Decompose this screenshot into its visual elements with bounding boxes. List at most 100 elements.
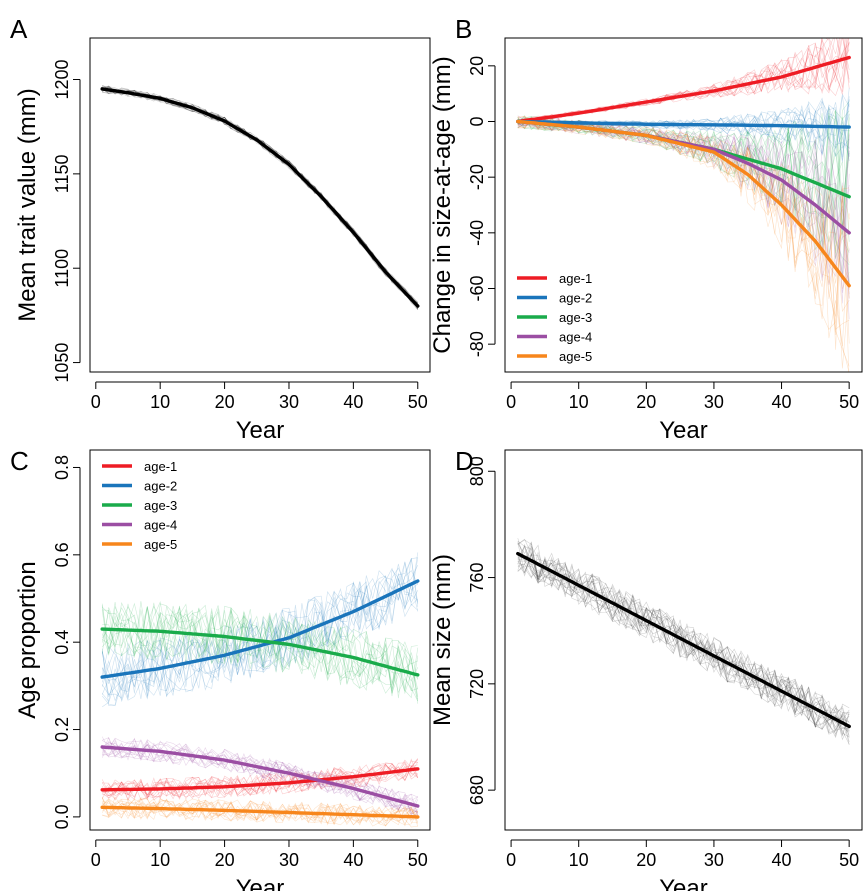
replicate-trajectory <box>517 117 850 367</box>
y-tick-label: 1050 <box>52 343 72 383</box>
replicate-trajectory <box>101 561 419 696</box>
x-tick-label: 20 <box>215 850 235 870</box>
replicate-trajectory <box>517 562 850 729</box>
replicate-trajectory <box>102 87 419 309</box>
replicate-trajectory <box>101 575 419 698</box>
chart-panel-d: 0 10 20 30 40 50 Year 680 720 760 800 Mean size (mm… <box>429 446 863 891</box>
replicate-trajectory <box>101 739 419 814</box>
replicate-trajectory <box>102 759 419 801</box>
x-tick-label: 30 <box>704 850 724 870</box>
plot-frame <box>504 37 863 373</box>
replicate-trajectory <box>101 605 419 701</box>
y-axis: 680 720 760 800 Mean size (mm) <box>429 456 496 805</box>
series-line-age-2 <box>516 119 851 129</box>
y-tick-label: 1100 <box>52 249 72 288</box>
replicate-trajectory <box>101 602 418 697</box>
y-tick-label: 1200 <box>52 59 72 99</box>
replicate-trajectory <box>517 558 850 736</box>
series-line-mean <box>516 551 851 729</box>
x-tick-label: 30 <box>704 392 724 412</box>
replicate-trajectory <box>101 606 418 692</box>
legend: age-1 age-2 age-3 age-4 age-5 <box>102 459 177 552</box>
x-tick-label: 30 <box>279 392 299 412</box>
replicate-trajectory <box>102 799 419 826</box>
replicate-trajectory <box>517 38 850 122</box>
x-tick-label: 20 <box>215 392 235 412</box>
replicate-trajectory <box>517 119 850 306</box>
x-tick-label: 10 <box>569 392 589 412</box>
x-axis-label: Year <box>236 875 285 891</box>
replicate-trajectory <box>102 87 418 304</box>
panel-letter: C <box>10 446 29 476</box>
x-axis: 0 10 20 30 40 50 Year <box>506 839 859 891</box>
panel-letter: A <box>10 14 28 44</box>
series-line-age-5 <box>100 805 420 819</box>
replicate-trajectory <box>517 42 850 125</box>
plot-frame <box>89 37 431 373</box>
replicate-trajectory <box>102 798 418 826</box>
y-tick-label: 800 <box>467 456 487 486</box>
replicate-trajectory <box>517 541 850 737</box>
plot-area <box>516 38 851 372</box>
replicate-trajectory <box>517 118 850 284</box>
x-tick-label: 10 <box>150 392 170 412</box>
x-tick-label: 0 <box>91 392 101 412</box>
y-tick-label: 0.8 <box>52 455 72 480</box>
replicate-trajectory <box>101 605 419 704</box>
y-axis-label: Mean size (mm) <box>429 554 456 726</box>
plot-area <box>100 84 420 310</box>
replicate-trajectory <box>517 38 847 123</box>
replicate-trajectory <box>102 89 419 309</box>
replicate-trajectory <box>517 538 850 732</box>
replicate-trajectory <box>517 552 850 733</box>
replicate-trajectory <box>102 84 419 310</box>
x-axis-label: Year <box>659 417 708 444</box>
replicate-trajectory <box>101 567 419 697</box>
y-axis-label: Change in size-at-age (mm) <box>429 56 456 353</box>
replicate-trajectory <box>102 760 418 799</box>
legend-label-age-3: age-3 <box>559 310 592 325</box>
x-tick-label: 0 <box>506 850 516 870</box>
y-tick-label: -40 <box>467 220 487 246</box>
replicate-trajectory <box>102 86 419 310</box>
replicate-trajectory <box>517 43 850 123</box>
y-tick-label: 0.6 <box>52 542 72 567</box>
x-tick-label: 50 <box>839 850 859 870</box>
replicate-trajectory <box>102 737 419 810</box>
replicate-trajectory <box>102 85 418 303</box>
x-tick-label: 40 <box>343 850 363 870</box>
replicate-trajectory <box>102 85 419 308</box>
x-tick-label: 20 <box>636 850 656 870</box>
panel-letter: D <box>455 446 474 476</box>
legend: age-1 age-2 age-3 age-4 age-5 <box>517 271 592 364</box>
replicate-trajectory <box>517 118 850 283</box>
replicate-trajectory <box>102 86 419 310</box>
replicate-trajectory <box>101 558 419 702</box>
replicate-trajectory <box>517 116 850 350</box>
series-line-mean <box>100 87 420 308</box>
legend-label-age-1: age-1 <box>144 459 177 474</box>
plot-frame <box>89 449 431 831</box>
legend-label-age-4: age-4 <box>144 518 177 533</box>
replicate-trajectory <box>517 545 850 722</box>
replicate-trajectory <box>102 552 419 708</box>
x-tick-label: 40 <box>772 392 792 412</box>
y-axis-label: Age proportion <box>14 561 41 718</box>
x-tick-label: 50 <box>408 850 428 870</box>
replicate-trajectory <box>517 540 850 741</box>
replicate-trajectory <box>517 118 850 344</box>
x-tick-label: 40 <box>772 850 792 870</box>
replicate-trajectory <box>102 88 419 304</box>
series-line-age-3 <box>100 627 420 677</box>
replicate-trajectory <box>101 736 418 813</box>
replicate-trajectory <box>101 758 419 799</box>
y-tick-label: 720 <box>467 669 487 699</box>
replicate-trajectory <box>102 763 418 799</box>
series-line-age-2 <box>100 579 420 679</box>
replicate-trajectory <box>102 85 419 310</box>
replicate-trajectory <box>102 89 419 310</box>
replicate-trajectory <box>102 88 419 309</box>
replicate-trajectory <box>517 553 850 735</box>
legend-label-age-3: age-3 <box>144 498 177 513</box>
replicate-trajectory <box>102 88 419 303</box>
